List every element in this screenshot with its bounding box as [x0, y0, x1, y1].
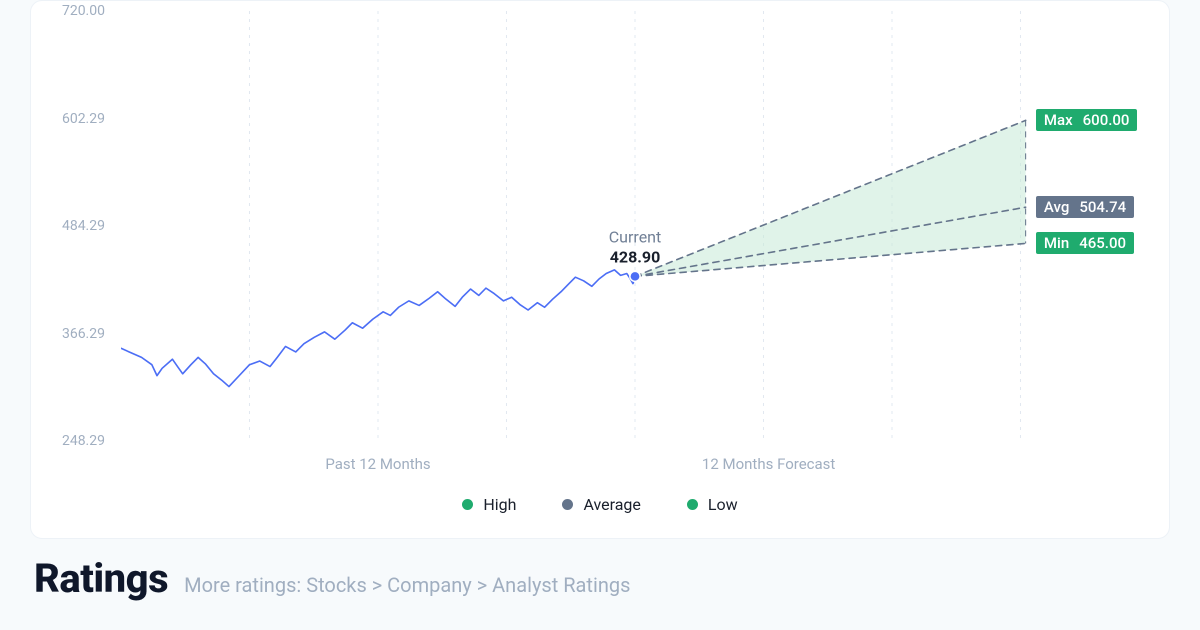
legend-item-average: Average — [562, 495, 640, 514]
y-tick-label: 484.29 — [62, 218, 105, 234]
badge-max-value: 600.00 — [1083, 111, 1130, 129]
legend-label-average: Average — [583, 495, 640, 514]
y-tick-label: 602.29 — [62, 111, 105, 127]
y-tick-label: 366.29 — [62, 326, 105, 342]
forecast-badge-max: Max 600.00 — [1036, 109, 1138, 131]
y-tick-label: 720.00 — [62, 3, 105, 19]
legend-dot-average — [562, 499, 573, 510]
forecast-badge-min: Min 465.00 — [1036, 232, 1134, 254]
badge-min-value: 465.00 — [1079, 234, 1126, 252]
badge-avg-label: Avg — [1044, 198, 1069, 216]
plot-region: Current 428.90 Max 600.00 Avg 504.74 Min… — [121, 11, 1149, 441]
chart-svg — [121, 11, 1149, 441]
y-tick-label: 248.29 — [62, 433, 105, 449]
legend-item-high: High — [462, 495, 516, 514]
x-label-forecast: 12 Months Forecast — [702, 455, 835, 473]
legend-dot-high — [462, 499, 473, 510]
legend-label-low: Low — [708, 495, 738, 514]
x-axis: Past 12 Months 12 Months Forecast — [121, 441, 1149, 481]
ratings-breadcrumb: More ratings: Stocks > Company > Analyst… — [184, 573, 630, 597]
chart-legend: High Average Low — [41, 495, 1159, 514]
forecast-chart-card: 720.00 602.29 484.29 366.29 248.29 Curre… — [30, 0, 1170, 539]
legend-item-low: Low — [687, 495, 738, 514]
ratings-heading: Ratings — [34, 555, 168, 602]
legend-dot-low — [687, 499, 698, 510]
badge-avg-value: 504.74 — [1079, 198, 1126, 216]
forecast-badge-avg: Avg 504.74 — [1036, 196, 1134, 218]
legend-label-high: High — [483, 495, 516, 514]
badge-min-label: Min — [1044, 234, 1069, 252]
ratings-section-header: Ratings More ratings: Stocks > Company >… — [30, 555, 1170, 602]
x-label-history: Past 12 Months — [325, 455, 430, 473]
chart-area: 720.00 602.29 484.29 366.29 248.29 Curre… — [41, 11, 1159, 481]
y-axis: 720.00 602.29 484.29 366.29 248.29 — [41, 11, 113, 441]
badge-max-label: Max — [1044, 111, 1073, 129]
